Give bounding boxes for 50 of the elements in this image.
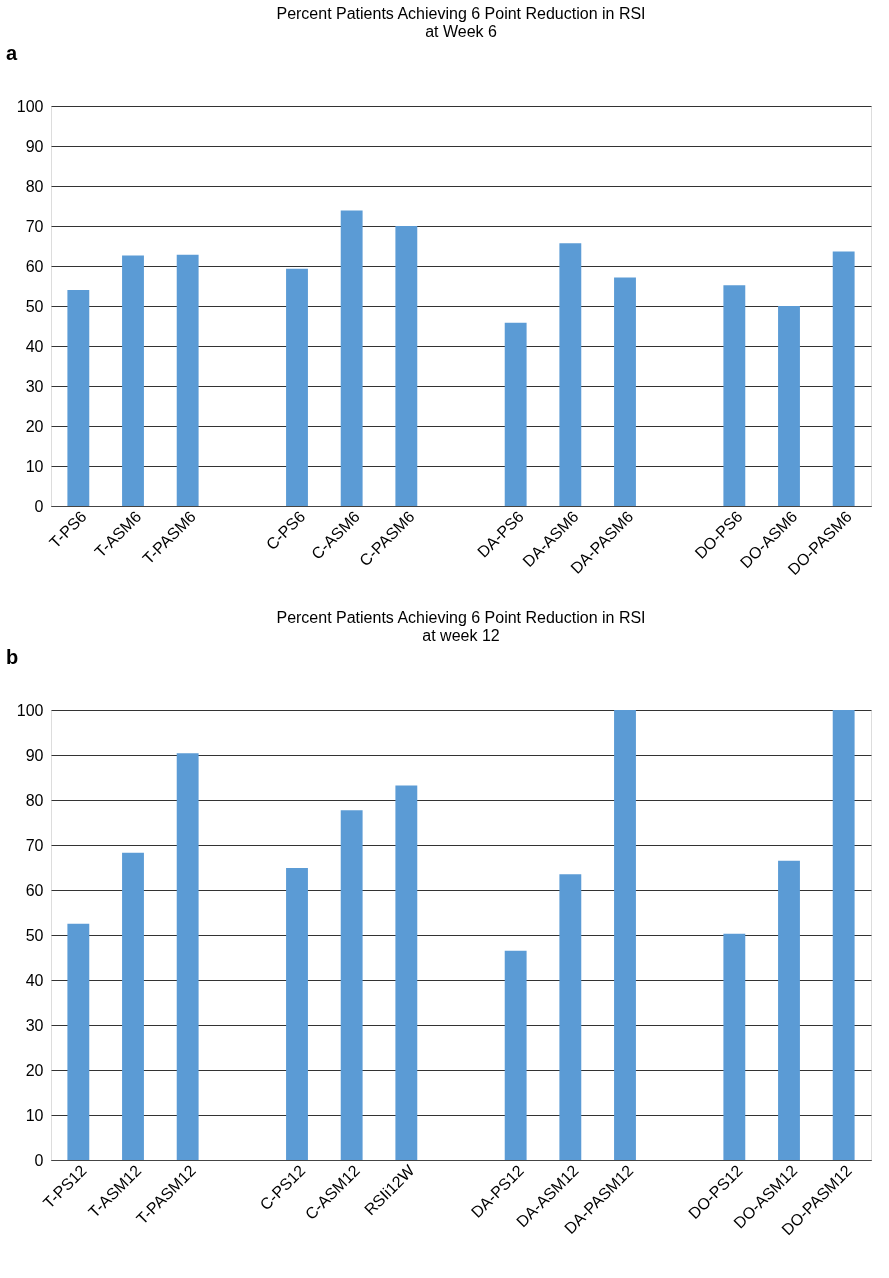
bar: [122, 255, 144, 506]
bar: [395, 226, 418, 506]
bar: [832, 710, 855, 1160]
y-tick-label: 50: [25, 926, 44, 944]
bar: [286, 867, 308, 1160]
bar: [340, 810, 363, 1160]
y-tick-label: 60: [25, 881, 44, 899]
bar: [395, 785, 418, 1160]
y-tick-label: 40: [25, 971, 44, 989]
y-tick-label: 90: [25, 137, 44, 155]
text: a: [6, 42, 18, 64]
y-tick-label: 100: [16, 701, 44, 719]
y-tick-label: 30: [25, 1016, 44, 1034]
bar: [122, 852, 144, 1160]
bar: [614, 277, 636, 506]
bar: [176, 254, 199, 506]
bar: [67, 290, 90, 506]
y-tick-label: 10: [25, 457, 44, 475]
bar: [67, 923, 90, 1160]
y-tick-label: 40: [25, 337, 44, 355]
y-tick-label: 100: [16, 97, 44, 115]
bar: [286, 268, 308, 506]
bar: [723, 285, 746, 506]
y-tick-label: 10: [25, 1106, 44, 1124]
bar: [176, 753, 199, 1160]
bar: [614, 710, 636, 1160]
chart-title: Percent Patients Achieving 6 Point Reduction in RSI at Week 6: [276, 5, 646, 40]
bar: [340, 210, 363, 506]
y-tick-label: 20: [25, 1061, 44, 1079]
chart-title: Percent Patients Achieving 6 Point Reduction in RSI at week 12: [276, 609, 646, 644]
y-tick-label: 30: [25, 377, 44, 395]
bar: [559, 243, 582, 506]
y-tick-label: 70: [25, 836, 44, 854]
bar: [778, 306, 800, 506]
bar: [723, 933, 746, 1160]
bar: [778, 860, 800, 1160]
y-tick-label: 0: [34, 497, 44, 515]
bar: [559, 874, 582, 1160]
y-tick-label: 90: [25, 746, 44, 764]
y-tick-label: 80: [25, 177, 44, 195]
y-tick-label: 50: [25, 297, 44, 315]
bar: [504, 950, 527, 1160]
y-tick-label: 60: [25, 257, 44, 275]
y-tick-label: 0: [34, 1151, 44, 1169]
y-tick-label: 20: [25, 417, 44, 435]
text: b: [6, 646, 19, 668]
y-tick-label: 70: [25, 217, 44, 235]
bar: [504, 322, 527, 506]
bar: [832, 251, 855, 506]
y-tick-label: 80: [25, 791, 44, 809]
